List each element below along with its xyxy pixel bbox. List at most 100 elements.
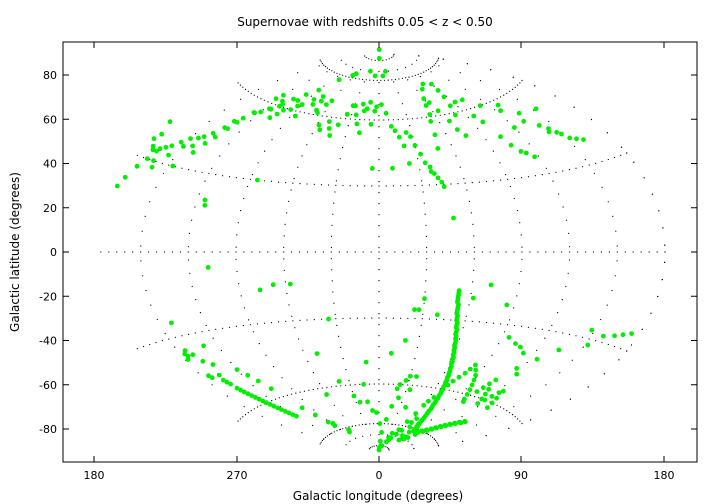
graticule-dot	[140, 260, 142, 262]
graticule-dot	[335, 117, 337, 119]
graticule-dot	[301, 432, 303, 434]
graticule-dot	[585, 251, 587, 253]
graticule-dot	[291, 251, 293, 253]
graticule-dot	[557, 312, 559, 314]
data-point	[629, 331, 634, 336]
graticule-dot	[378, 148, 380, 150]
graticule-dot	[405, 77, 407, 79]
graticule-dot	[308, 113, 310, 115]
graticule-dot	[328, 433, 331, 436]
graticule-dot	[285, 182, 287, 184]
graticule-dot	[461, 415, 463, 418]
data-point	[202, 141, 208, 146]
data-point	[471, 113, 477, 119]
graticule-dot	[220, 349, 222, 351]
data-point	[516, 110, 522, 116]
data-point	[357, 399, 363, 405]
data-point	[374, 410, 379, 415]
graticule-dot	[545, 384, 547, 386]
graticule-dot	[418, 335, 420, 337]
data-point	[475, 401, 481, 406]
graticule-dot	[496, 404, 498, 406]
graticule-dot	[466, 189, 468, 191]
data-point	[279, 407, 284, 412]
data-point	[407, 373, 413, 379]
y-tick-label: -80	[39, 423, 57, 436]
graticule-dot	[428, 184, 430, 186]
graticule-dot	[418, 251, 420, 253]
graticule-dot	[270, 322, 273, 324]
data-point	[264, 400, 269, 406]
graticule-dot	[437, 57, 440, 59]
graticule-dot	[376, 423, 378, 425]
graticule-dot	[321, 387, 323, 389]
data-point	[396, 395, 401, 401]
graticule-dot	[161, 162, 163, 164]
graticule-dot	[163, 251, 166, 253]
data-point	[401, 143, 407, 149]
graticule-dot	[600, 251, 603, 253]
graticule-dot	[301, 155, 303, 157]
graticule-dot	[418, 55, 420, 57]
graticule-dot	[156, 251, 158, 253]
graticule-dot	[319, 59, 321, 61]
graticule-dot	[506, 120, 508, 122]
graticule-dot	[481, 251, 483, 253]
graticule-dot	[401, 425, 403, 427]
graticule-dot	[507, 178, 509, 180]
graticule-dot	[370, 251, 372, 253]
graticule-dot	[513, 406, 515, 408]
graticule-dot	[369, 447, 372, 449]
graticule-dot	[420, 72, 422, 74]
data-point	[220, 377, 226, 383]
graticule-dot	[511, 88, 514, 90]
graticule-dot	[473, 251, 475, 253]
data-point	[281, 92, 286, 98]
graticule-dot	[483, 366, 485, 368]
graticule-dot	[651, 193, 654, 195]
graticule-dot	[398, 78, 400, 80]
graticule-dot	[465, 388, 467, 390]
graticule-dot	[607, 201, 609, 203]
data-point	[383, 110, 389, 116]
graticule-dot	[425, 269, 427, 271]
graticule-dot	[497, 251, 499, 253]
data-point	[496, 390, 502, 396]
graticule-dot	[335, 318, 337, 320]
graticule-dot	[426, 433, 428, 435]
graticule-dot	[568, 169, 571, 171]
data-point	[601, 333, 606, 339]
graticule-dot	[286, 212, 288, 214]
graticule-dot	[371, 185, 373, 187]
data-point	[474, 389, 480, 394]
graticule-dot	[435, 318, 438, 320]
data-point	[182, 351, 188, 357]
graticule-dot	[408, 76, 410, 78]
graticule-dot	[407, 118, 409, 120]
graticule-dot	[283, 246, 285, 248]
graticule-dot	[378, 247, 380, 249]
graticule-dot	[326, 386, 328, 388]
graticule-dot	[344, 136, 346, 138]
graticule-dot	[336, 430, 338, 432]
data-point	[374, 104, 379, 110]
graticule-dot	[478, 397, 480, 399]
data-point	[372, 108, 378, 114]
graticule-dot	[308, 389, 310, 391]
graticule-dot	[421, 117, 423, 119]
data-point	[245, 391, 251, 397]
graticule-dot	[493, 99, 495, 101]
data-point	[434, 425, 439, 431]
graticule-dot	[529, 251, 531, 253]
graticule-dot	[212, 337, 214, 339]
graticule-dot	[485, 435, 487, 437]
graticule-dot	[348, 426, 350, 428]
graticule-dot	[492, 180, 495, 182]
graticule-dot	[453, 112, 455, 114]
graticule-dot	[372, 423, 375, 425]
graticule-dot	[239, 84, 241, 86]
graticule-dot	[291, 315, 293, 317]
graticule-dot	[313, 319, 315, 321]
graticule-dot	[593, 172, 596, 174]
data-point	[286, 410, 292, 416]
